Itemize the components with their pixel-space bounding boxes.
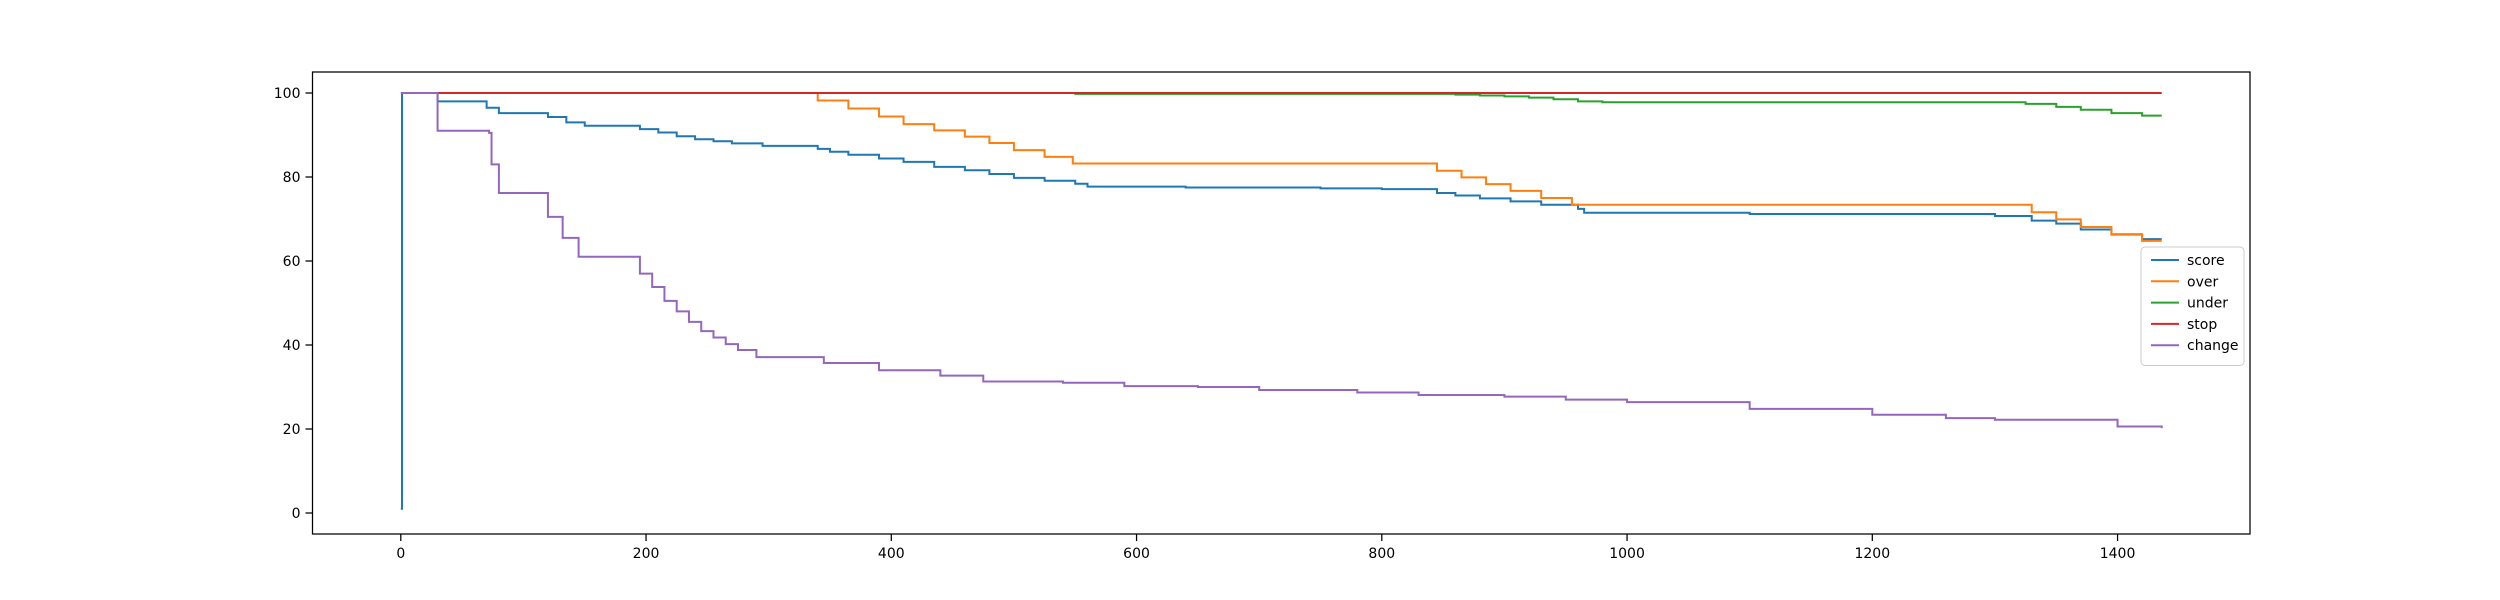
y-tick-label-60: 60 bbox=[283, 254, 301, 270]
x-tick-label-800: 800 bbox=[1368, 546, 1395, 562]
y-tick-label-100: 100 bbox=[274, 86, 301, 102]
y-tick-label-0: 0 bbox=[292, 506, 301, 522]
series-line-change bbox=[400, 92, 2163, 429]
legend-box bbox=[2140, 246, 2245, 366]
series-line-under bbox=[1050, 92, 2162, 117]
legend-label-change: change bbox=[2187, 338, 2239, 354]
series-lines bbox=[400, 92, 2163, 510]
y-tick-label-20: 20 bbox=[283, 422, 301, 438]
x-tick-label-400: 400 bbox=[878, 546, 905, 562]
legend-label-over: over bbox=[2187, 274, 2218, 290]
series-line-score bbox=[400, 92, 2162, 510]
legend-label-stop: stop bbox=[2187, 317, 2217, 333]
legend-label-score: score bbox=[2187, 253, 2225, 269]
x-tick-label-1200: 1200 bbox=[1854, 546, 1890, 562]
x-tick-label-1000: 1000 bbox=[1609, 546, 1645, 562]
x-tick-label-1400: 1400 bbox=[2100, 546, 2136, 562]
x-tick-label-200: 200 bbox=[633, 546, 660, 562]
y-tick-label-40: 40 bbox=[283, 338, 301, 354]
axes: 0 200 400 600 800 1000 1200 1400 0 20 40 60 80 100 bbox=[274, 71, 2251, 562]
plot-frame bbox=[311, 71, 2251, 535]
y-tick-label-80: 80 bbox=[283, 170, 301, 186]
legend: score over under stop change bbox=[2140, 246, 2245, 366]
x-tick-label-600: 600 bbox=[1123, 546, 1150, 562]
legend-label-under: under bbox=[2187, 296, 2228, 312]
series-line-over bbox=[805, 92, 2162, 242]
x-tick-label-0: 0 bbox=[396, 546, 405, 562]
plot-area bbox=[312, 72, 2250, 534]
